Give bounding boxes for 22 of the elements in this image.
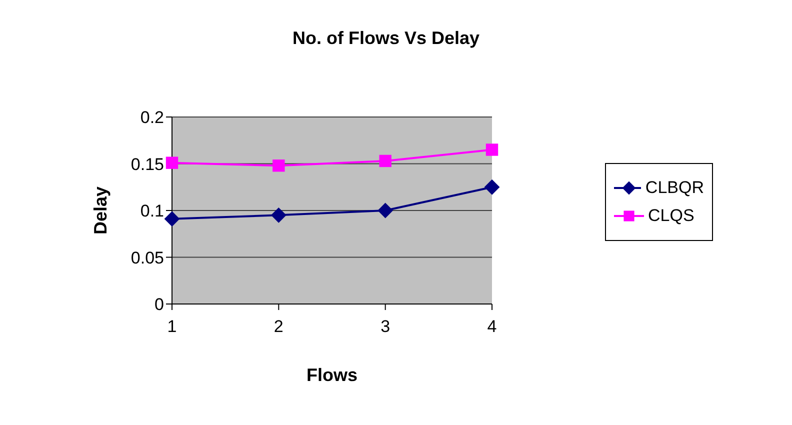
point [486, 144, 498, 156]
point [484, 180, 500, 195]
x-tick-label: 3 [380, 317, 390, 336]
y-tick-label: 0.05 [130, 248, 164, 268]
y-tick-label: 0.2 [140, 108, 164, 128]
point [379, 154, 392, 168]
x-tick-label: 4 [487, 317, 497, 336]
x-tick-label: 2 [274, 317, 284, 336]
point [378, 203, 393, 218]
x-tick-label: 1 [167, 317, 177, 336]
chart-title: No. of Flows Vs Delay [291, 28, 481, 49]
point [272, 160, 285, 172]
point [271, 208, 286, 223]
y-tick-label: 0.15 [130, 154, 164, 174]
legend-label: CLBQR [645, 178, 704, 198]
y-axis-title: Delay [90, 186, 110, 235]
point [166, 156, 178, 169]
point [164, 211, 180, 226]
y-tick-label: 0 [154, 295, 164, 314]
x-axis-title: Flows [306, 364, 358, 385]
y-tick-label: 0.1 [140, 202, 164, 221]
legend-label: CLQS [648, 206, 694, 226]
